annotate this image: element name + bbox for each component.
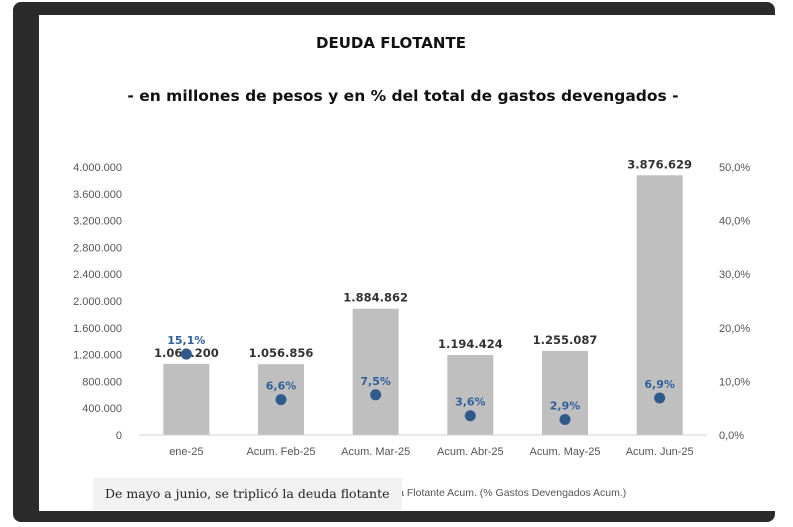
bar-value-label: 3.876.629 [627, 157, 692, 171]
y-tick-label: 2.400.000 [73, 269, 122, 281]
y-tick-label: 2.000.000 [73, 296, 122, 308]
percent-label: 6,9% [644, 378, 675, 391]
y-tick-label: 1.600.000 [73, 323, 122, 335]
x-tick-label: Acum. Jun-25 [626, 446, 694, 458]
percent-label: 6,6% [266, 380, 297, 393]
image-frame: DEUDA FLOTANTE - en millones de pesos y … [13, 2, 775, 522]
bar [352, 308, 399, 435]
y-tick-label: 800.000 [82, 376, 122, 388]
deuda-flotante-chart: DEUDA FLOTANTE - en millones de pesos y … [73, 34, 750, 499]
y-tick-label: 3.200.000 [73, 216, 122, 228]
y-tick-label: 400.000 [82, 403, 122, 415]
y-tick-label: 2.800.000 [73, 242, 122, 254]
y-tick-label: 1.200.000 [73, 350, 122, 362]
x-tick-label: Acum. Mar-25 [341, 446, 410, 458]
percent-label: 7,5% [360, 375, 391, 388]
x-tick-label: Acum. Abr-25 [437, 446, 504, 458]
y-tick-label: 3.600.000 [73, 189, 122, 201]
percent-point [559, 413, 571, 425]
bar [447, 354, 494, 435]
image-caption: De mayo a junio, se triplicó la deuda fl… [93, 478, 402, 510]
chart-card: DEUDA FLOTANTE - en millones de pesos y … [39, 15, 775, 511]
bar-value-label: 1.056.856 [249, 346, 314, 360]
y2-tick-label: 30,0% [719, 269, 750, 281]
y-axis-left: 0 400.000 800.000 1.200.000 1.600.000 2.000.0… [73, 162, 122, 442]
percent-series: 15,1% 6,6% 7,5% 3,6% 2,9% 6,9% [167, 334, 675, 425]
x-axis: ene-25 Acum. Feb-25 Acum. Mar-25 Acum. Abr-… [139, 434, 707, 458]
y2-tick-label: 0,0% [719, 430, 744, 442]
chart-title: DEUDA FLOTANTE [316, 34, 466, 52]
percent-point [180, 348, 192, 360]
y-tick-label: 0 [116, 430, 122, 442]
x-tick-label: Acum. May-25 [530, 446, 601, 458]
legend-entry: Deuda Flotante Acum. (% Gastos Devengado… [373, 487, 626, 499]
percent-point [370, 389, 382, 401]
bar-value-label: 1.884.862 [343, 291, 408, 305]
y-axis-right: 0,0% 10,0% 20,0% 30,0% 40,0% 50,0% [719, 162, 750, 442]
percent-point [464, 410, 476, 422]
y2-tick-label: 10,0% [719, 376, 750, 388]
bar [163, 363, 210, 435]
bar-value-label: 1.194.424 [438, 337, 503, 351]
y-tick-label: 4.000.000 [73, 162, 122, 174]
y2-tick-label: 50,0% [719, 162, 750, 174]
x-tick-label: Acum. Feb-25 [246, 446, 315, 458]
y2-tick-label: 40,0% [719, 216, 750, 228]
percent-point [654, 392, 666, 404]
percent-label: 15,1% [167, 334, 205, 347]
percent-label: 2,9% [550, 399, 581, 412]
x-tick-label: ene-25 [169, 446, 203, 458]
percent-label: 3,6% [455, 396, 486, 409]
y2-tick-label: 20,0% [719, 323, 750, 335]
percent-point [275, 394, 287, 406]
bar-value-label: 1.255.087 [533, 333, 598, 347]
bar-series: 1.061.2001.056.8561.884.8621.194.4241.25… [154, 157, 692, 435]
bar [636, 175, 683, 435]
chart-subtitle: - en millones de pesos y en % del total … [127, 87, 678, 105]
